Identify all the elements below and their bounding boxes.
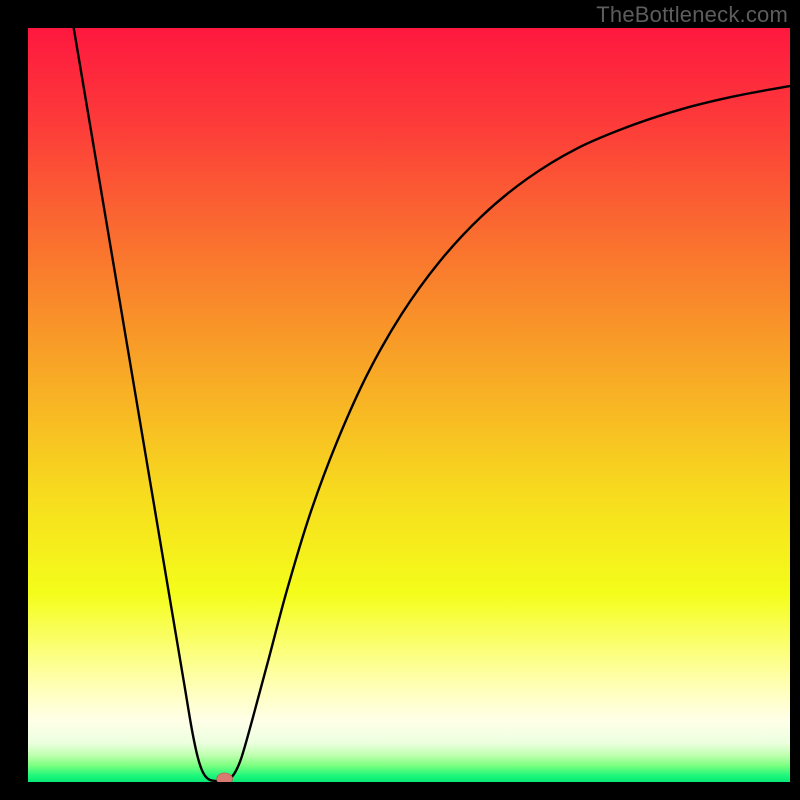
- bottleneck-chart: [28, 28, 790, 782]
- plot-area: [28, 28, 790, 782]
- gradient-background: [28, 28, 790, 782]
- watermark-text: TheBottleneck.com: [596, 2, 788, 28]
- chart-frame: TheBottleneck.com: [0, 0, 800, 800]
- optimal-point-marker: [217, 773, 233, 782]
